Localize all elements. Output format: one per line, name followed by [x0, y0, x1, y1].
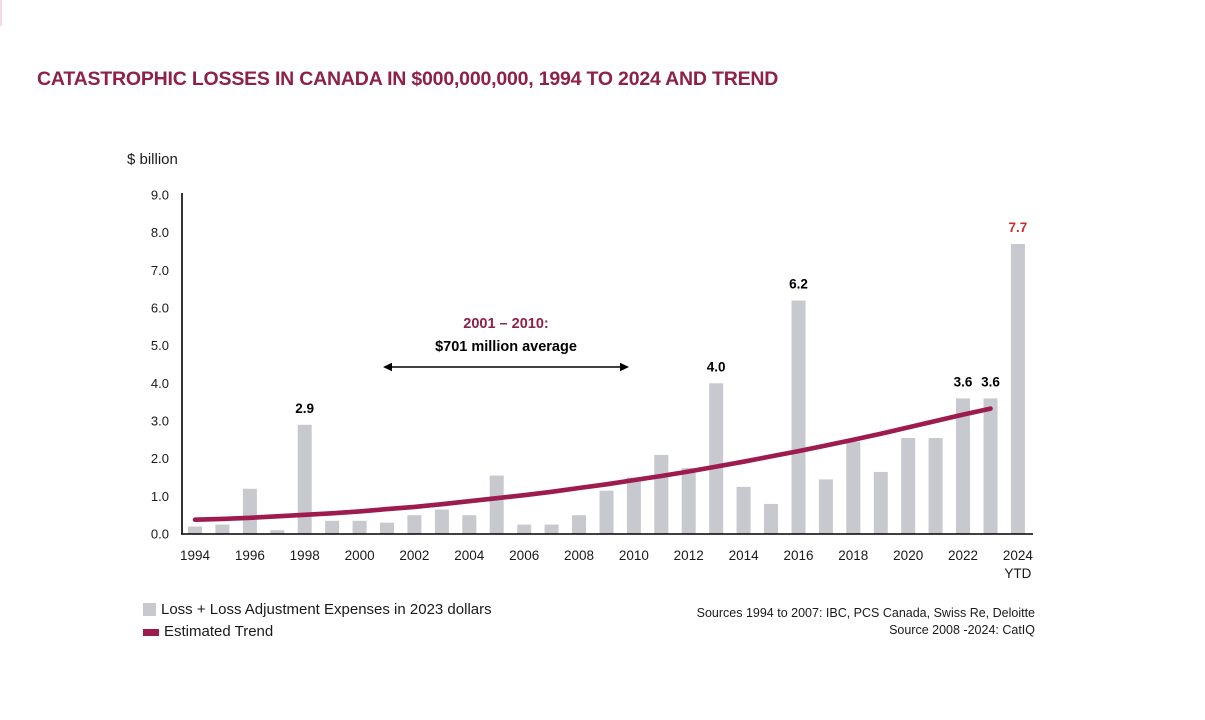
- bar-1998: [297, 424, 312, 534]
- bar-2024: [1010, 244, 1025, 534]
- sources-line-1: Sources 1994 to 2007: IBC, PCS Canada, S…: [696, 606, 1035, 620]
- bar-1995: [215, 524, 230, 534]
- bar-2005: [489, 475, 504, 534]
- bar-2010: [626, 477, 641, 534]
- y-tick-label-2.0: 2.0: [151, 451, 169, 466]
- arrow-left-head-icon: [383, 362, 392, 372]
- y-tick-label-4.0: 4.0: [151, 376, 169, 391]
- x-tick-label-2024: 2024: [1003, 548, 1034, 563]
- bar-2014: [736, 486, 751, 534]
- bar-2013: [709, 383, 724, 534]
- bar-2016: [791, 300, 806, 534]
- x-tick-label-2012: 2012: [674, 548, 704, 563]
- bar-value-label-2013: 4.0: [707, 359, 726, 374]
- y-tick-label-8.0: 8.0: [151, 225, 169, 240]
- y-tick-label-6.0: 6.0: [151, 301, 169, 316]
- bar-2015: [764, 503, 778, 534]
- legend-label-losses: Loss + Loss Adjustment Expenses in 2023 …: [161, 601, 492, 618]
- bar-value-label-1998: 2.9: [295, 401, 314, 416]
- annotation-2001-2010: 2001 – 2010: $701 million average: [383, 316, 629, 372]
- bar-2021: [928, 438, 943, 534]
- bar-2002: [407, 515, 422, 534]
- bar-2004: [462, 515, 477, 534]
- bar-2003: [434, 509, 449, 534]
- bar-2019: [873, 471, 888, 534]
- x-tick-label-2008: 2008: [564, 548, 594, 563]
- bar-value-label-2016: 6.2: [789, 277, 808, 292]
- bar-1996: [242, 488, 257, 534]
- chart-title: CATASTROPHIC LOSSES IN CANADA IN $000,00…: [37, 68, 779, 90]
- bar-2020: [901, 438, 916, 534]
- x-tick-label-2006: 2006: [509, 548, 539, 563]
- sources-line-2: Source 2008 -2024: CatIQ: [889, 623, 1035, 637]
- bar-2023: [983, 398, 998, 534]
- bar-2022: [956, 398, 970, 534]
- bar-2011: [654, 454, 669, 534]
- chart-plot-area: 0.0 1.0 2.0 3.0 4.0 5.0 6.0 7.0 8.0 9.0 1994 1996 19…: [151, 188, 1033, 582]
- x-tick-label-2022: 2022: [948, 548, 978, 563]
- bar-1994: [188, 526, 202, 534]
- x-tick-label-2014: 2014: [729, 548, 760, 563]
- legend: Loss + Loss Adjustment Expenses in 2023 …: [143, 601, 492, 640]
- bar-2017: [818, 479, 833, 534]
- legend-label-trend: Estimated Trend: [164, 623, 274, 640]
- y-tick-label-9.0: 9.0: [151, 188, 169, 203]
- bar-value-label-2022: 3.6: [954, 374, 973, 389]
- y-tick-label-0.0: 0.0: [151, 527, 169, 542]
- legend-swatch-trend: [143, 628, 159, 636]
- x-tick-label-2002: 2002: [399, 548, 429, 563]
- bar-1999: [325, 520, 340, 534]
- x-tick-label-1994: 1994: [180, 548, 211, 563]
- bar-2007: [544, 524, 559, 534]
- bar-2009: [599, 490, 614, 534]
- bar-2001: [380, 522, 394, 534]
- bar-2018: [846, 441, 861, 534]
- bar-2008: [572, 515, 586, 534]
- y-tick-label-1.0: 1.0: [151, 489, 169, 504]
- y-tick-label-3.0: 3.0: [151, 414, 169, 429]
- bar-value-label-2024: 7.7: [1009, 220, 1028, 235]
- bar-value-label-2023: 3.6: [981, 374, 1000, 389]
- x-tick-label-2000: 2000: [345, 548, 375, 563]
- x-tick-label-2010: 2010: [619, 548, 649, 563]
- x-tick-label-2020: 2020: [893, 548, 923, 563]
- sources-note: Sources 1994 to 2007: IBC, PCS Canada, S…: [697, 605, 1035, 639]
- annotation-average-label: $701 million average: [435, 339, 577, 355]
- y-tick-label-7.0: 7.0: [151, 263, 169, 278]
- y-tick-label-5.0: 5.0: [151, 338, 169, 353]
- trend-line: [192, 406, 993, 523]
- x-tick-label-1998: 1998: [290, 548, 320, 563]
- bar-2012: [681, 468, 696, 534]
- legend-item-trend: Estimated Trend: [143, 623, 492, 640]
- x-tick-label-2016: 2016: [783, 548, 813, 563]
- bar-2000: [352, 520, 367, 534]
- x-tick-label-2004: 2004: [454, 548, 485, 563]
- x-tick-label-ytd: YTD: [1004, 566, 1031, 581]
- bar-2006: [517, 524, 532, 534]
- x-tick-label-2018: 2018: [838, 548, 868, 563]
- arrow-right-head-icon: [620, 362, 629, 372]
- legend-swatch-losses: [143, 603, 156, 616]
- bar-1997: [270, 530, 285, 534]
- legend-item-losses: Loss + Loss Adjustment Expenses in 2023 …: [143, 601, 492, 618]
- top-left-accent: [0, 0, 2, 26]
- y-axis-unit-label: $ billion: [127, 151, 178, 168]
- annotation-range-label: 2001 – 2010:: [463, 316, 548, 332]
- x-tick-label-1996: 1996: [235, 548, 265, 563]
